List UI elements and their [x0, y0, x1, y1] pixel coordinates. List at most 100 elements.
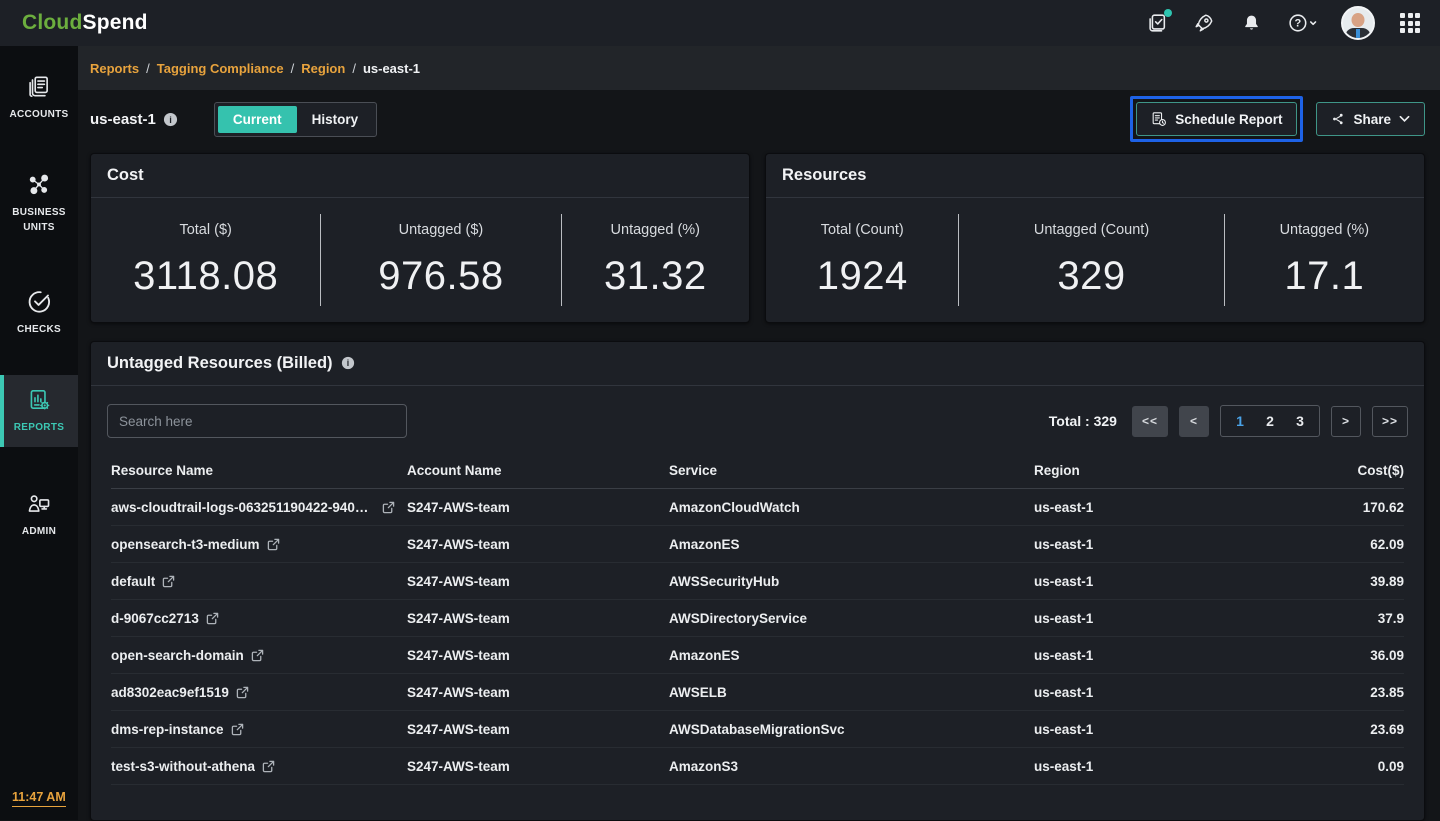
- pagination-page-2[interactable]: 2: [1255, 413, 1285, 429]
- pagination-page-3[interactable]: 3: [1285, 413, 1315, 429]
- metric-untagged-cost: Untagged ($) 976.58: [378, 221, 504, 298]
- breadcrumb: Reports / Tagging Compliance / Region / us-eas…: [90, 60, 421, 76]
- region-name: us-east-1: [1034, 647, 1094, 663]
- region-name: us-east-1: [1034, 610, 1094, 626]
- reports-icon: [26, 387, 52, 413]
- info-icon[interactable]: i: [163, 112, 178, 127]
- pagination: Total : 329 << < 1 2 3 > >>: [1049, 405, 1408, 437]
- service-name: AmazonES: [669, 647, 740, 663]
- resources-card: Resources Total (Count) 1924 Untagged (C…: [765, 153, 1425, 323]
- external-link-icon[interactable]: [162, 575, 175, 588]
- pagination-page-1[interactable]: 1: [1225, 413, 1255, 429]
- col-cost[interactable]: Cost($): [1357, 462, 1405, 478]
- top-header-bar: CloudSpend ?: [0, 0, 1440, 46]
- region-name: us-east-1: [1034, 684, 1094, 700]
- question-glyph: ?: [1294, 18, 1301, 30]
- svg-text:i: i: [346, 358, 348, 368]
- col-region[interactable]: Region: [1034, 462, 1080, 478]
- sidebar-item-admin[interactable]: ADMIN: [0, 479, 78, 551]
- col-resource-name[interactable]: Resource Name: [111, 462, 214, 478]
- schedule-report-button[interactable]: Schedule Report: [1136, 102, 1298, 136]
- cost-card: Cost Total ($) 3118.08 Untagged ($) 976.…: [90, 153, 750, 323]
- pagination-pages: 1 2 3: [1219, 405, 1320, 437]
- sidebar-item-accounts[interactable]: ACCOUNTS: [0, 62, 78, 134]
- share-button[interactable]: Share: [1316, 102, 1425, 136]
- cost-value: 23.69: [1370, 721, 1404, 737]
- total-count-label: Total : 329: [1048, 413, 1117, 429]
- sidebar-item-checks[interactable]: CHECKS: [0, 277, 78, 349]
- bell-icon[interactable]: [1239, 11, 1263, 35]
- table-row[interactable]: ad8302eac9ef1519 S247-AWS-team AWSELB us…: [111, 674, 1404, 711]
- table-row[interactable]: aws-cloudtrail-logs-063251190422-940559.…: [111, 489, 1404, 526]
- external-link-icon[interactable]: [231, 723, 244, 736]
- resource-name[interactable]: d-9067cc2713: [111, 610, 199, 626]
- table-row[interactable]: dms-rep-instance S247-AWS-team AWSDataba…: [111, 711, 1404, 748]
- cost-value: 37.9: [1377, 610, 1404, 626]
- view-toggle: Current History: [213, 101, 378, 137]
- business-units-icon: [26, 172, 52, 198]
- col-service[interactable]: Service: [669, 462, 718, 478]
- sidebar-item-business-units[interactable]: BUSINESS UNITS: [0, 160, 78, 247]
- app-logo: CloudSpend: [22, 11, 148, 34]
- tab-history[interactable]: History: [311, 111, 359, 127]
- schedule-report-icon: [1151, 111, 1167, 127]
- col-account-name[interactable]: Account Name: [407, 462, 502, 478]
- external-link-icon[interactable]: [236, 686, 249, 699]
- tasks-icon[interactable]: [1145, 9, 1172, 35]
- region-name: us-east-1: [1034, 536, 1094, 552]
- breadcrumb-link-tagging-compliance[interactable]: Tagging Compliance: [156, 60, 284, 76]
- region-name: us-east-1: [1034, 573, 1094, 589]
- resource-name[interactable]: default: [111, 573, 156, 589]
- external-link-icon[interactable]: [262, 760, 275, 773]
- admin-icon: [26, 491, 52, 517]
- avatar-head: [1351, 13, 1365, 27]
- cost-value: 36.09: [1370, 647, 1404, 663]
- breadcrumb-link-reports[interactable]: Reports: [90, 60, 140, 76]
- table-row[interactable]: opensearch-t3-medium S247-AWS-team Amazo…: [111, 526, 1404, 563]
- tab-current[interactable]: Current: [217, 105, 297, 133]
- account-name: S247-AWS-team: [407, 684, 510, 700]
- summary-cards-row: Cost Total ($) 3118.08 Untagged ($) 976.…: [90, 153, 1425, 323]
- external-link-icon[interactable]: [251, 649, 264, 662]
- service-name: AmazonS3: [669, 758, 739, 774]
- cost-value: 170.62: [1362, 499, 1404, 515]
- topbar-actions: ?: [1145, 6, 1422, 40]
- share-icon: [1331, 112, 1345, 126]
- pagination-prev-button[interactable]: <: [1178, 405, 1209, 437]
- breadcrumb-link-region[interactable]: Region: [301, 60, 346, 76]
- pagination-last-button[interactable]: >>: [1371, 405, 1408, 437]
- table-row[interactable]: test-s3-without-athena S247-AWS-team Ama…: [111, 748, 1404, 785]
- user-avatar[interactable]: [1341, 6, 1375, 40]
- table-row[interactable]: d-9067cc2713 S247-AWS-team AWSDirectoryS…: [111, 600, 1404, 637]
- resource-name[interactable]: aws-cloudtrail-logs-063251190422-940559.…: [111, 499, 375, 515]
- resource-name[interactable]: ad8302eac9ef1519: [111, 684, 229, 700]
- region-name: us-east-1: [1034, 499, 1094, 515]
- pagination-first-button[interactable]: <<: [1131, 405, 1168, 437]
- main-content: us-east-1 i Current History: [78, 90, 1440, 821]
- resource-name[interactable]: test-s3-without-athena: [111, 758, 256, 774]
- rocket-icon[interactable]: [1192, 11, 1216, 35]
- pagination-next-button[interactable]: >: [1330, 405, 1361, 437]
- notification-dot: [1164, 9, 1172, 17]
- account-name: S247-AWS-team: [407, 536, 510, 552]
- apps-grid-icon[interactable]: [1398, 11, 1422, 35]
- table-row[interactable]: open-search-domain S247-AWS-team AmazonE…: [111, 637, 1404, 674]
- page-title-row: us-east-1 i Current History: [90, 90, 1425, 148]
- external-link-icon[interactable]: [267, 538, 280, 551]
- help-icon[interactable]: ?: [1286, 11, 1318, 35]
- info-icon[interactable]: i: [341, 356, 356, 371]
- table-card-header: Untagged Resources (Billed) i: [91, 342, 1424, 386]
- table-row[interactable]: default S247-AWS-team AWSSecurityHub us-…: [111, 563, 1404, 600]
- breadcrumb-bar: Reports / Tagging Compliance / Region / us-eas…: [78, 46, 1440, 90]
- resource-name[interactable]: dms-rep-instance: [111, 721, 224, 737]
- external-link-icon[interactable]: [382, 501, 395, 514]
- resource-name[interactable]: open-search-domain: [111, 647, 244, 663]
- resource-name[interactable]: opensearch-t3-medium: [111, 536, 260, 552]
- sidebar-item-reports[interactable]: REPORTS: [0, 375, 78, 447]
- page-title: us-east-1 i: [90, 111, 178, 128]
- account-name: S247-AWS-team: [407, 499, 510, 515]
- metric-untagged-count-pct: Untagged (%) 17.1: [1279, 221, 1370, 298]
- external-link-icon[interactable]: [206, 612, 219, 625]
- search-input[interactable]: [107, 404, 407, 438]
- clock-link[interactable]: 11:47 AM: [12, 790, 66, 807]
